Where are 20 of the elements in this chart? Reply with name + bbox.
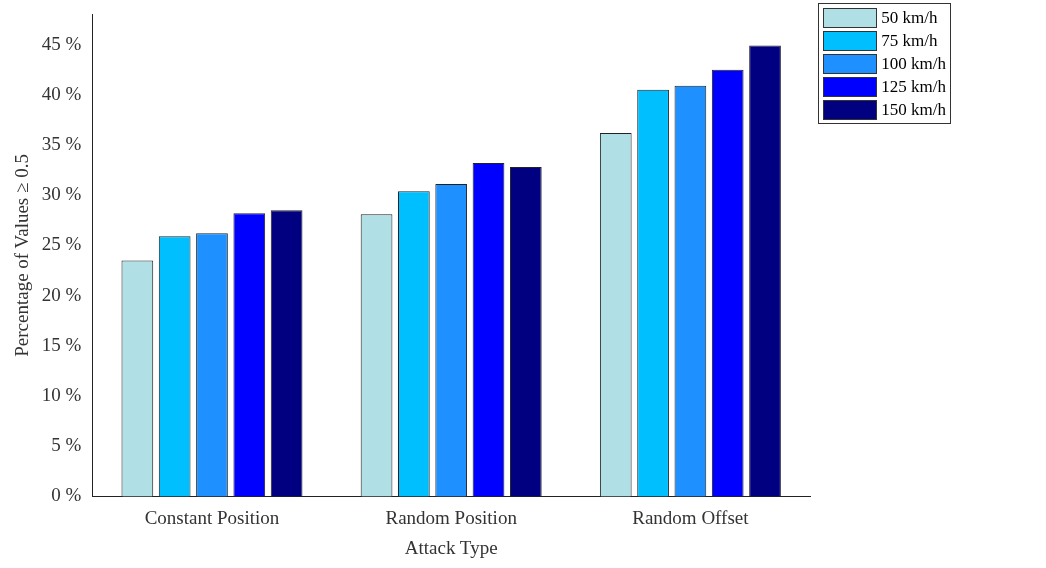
x-tick-label: Constant Position [144,506,280,528]
x-axis-title: Attack Type [404,536,498,558]
y-tick-label: 10 % [41,383,82,405]
y-tick-label: 45 % [41,32,82,54]
legend-label: 125 km/h [880,75,946,98]
legend-label: 150 km/h [880,98,946,121]
legend-label: 50 km/h [880,6,939,29]
y-tick-label: 5 % [51,434,82,456]
x-tick-label: Random Position [385,506,518,528]
x-tick-label: Random Offset [632,506,750,528]
legend-label: 100 km/h [880,52,946,75]
y-tick-label: 15 % [41,333,82,355]
y-tick-label: 30 % [41,183,82,205]
y-axis-title: Percentage of Values ≥ 0.5 [11,154,33,357]
y-tick-label: 0 % [51,484,82,506]
y-tick-label: 25 % [41,233,82,255]
y-tick-label: 40 % [41,82,82,104]
y-tick-label: 35 % [41,132,82,154]
legend-label: 75 km/h [880,29,939,52]
y-tick-label: 20 % [41,283,82,305]
